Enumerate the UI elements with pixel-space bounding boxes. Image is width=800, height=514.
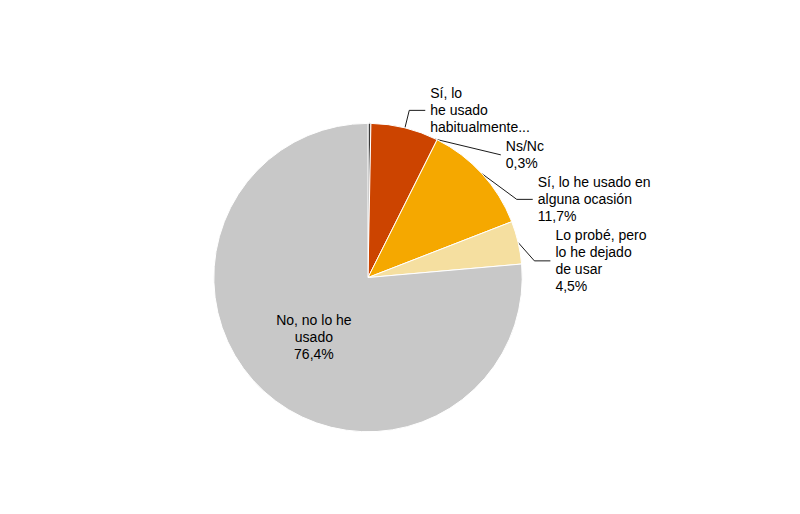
svg-text:76,4%: 76,4% xyxy=(294,346,334,362)
svg-text:No, no lo he: No, no lo he xyxy=(276,312,352,328)
svg-text:Ns/Nc: Ns/Nc xyxy=(506,138,544,154)
svg-text:0,3%: 0,3% xyxy=(506,155,538,171)
svg-text:Lo probé, pero: Lo probé, pero xyxy=(555,227,646,243)
svg-text:11,7%: 11,7% xyxy=(538,208,577,224)
svg-text:he usado: he usado xyxy=(430,102,488,118)
svg-text:habitualmente...: habitualmente... xyxy=(430,119,530,135)
svg-text:4,5%: 4,5% xyxy=(555,278,587,294)
svg-text:Sí, lo: Sí, lo xyxy=(430,85,462,101)
svg-text:de usar: de usar xyxy=(555,261,602,277)
svg-text:lo he dejado: lo he dejado xyxy=(555,244,632,260)
svg-text:alguna ocasión: alguna ocasión xyxy=(538,191,632,207)
svg-text:usado: usado xyxy=(295,329,333,345)
svg-text:Sí, lo he usado en: Sí, lo he usado en xyxy=(538,174,651,190)
